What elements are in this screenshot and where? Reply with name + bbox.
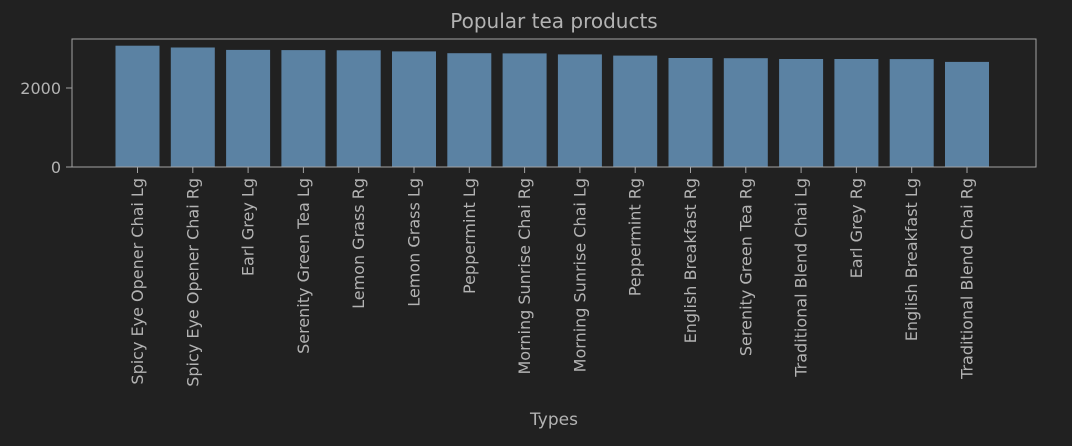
bar-3 (226, 49, 271, 167)
x-tick-label: Spicy Eye Opener Chai Lg (128, 178, 147, 385)
plot-frame (71, 38, 1037, 168)
bar-10 (613, 55, 658, 167)
x-tick-label: Morning Sunrise Chai Lg (570, 178, 589, 372)
bar-2 (170, 47, 215, 167)
x-tick-label: Earl Grey Lg (239, 178, 258, 276)
bar-12 (723, 58, 768, 168)
x-axis-label: Types (529, 410, 578, 430)
y-tick-label: 0 (51, 158, 61, 177)
bar-4 (281, 50, 326, 167)
bar-6 (392, 51, 436, 167)
x-tick-label: Morning Sunrise Chai Rg (515, 178, 534, 375)
x-tick-label: English Breakfast Rg (681, 178, 700, 343)
bar-8 (502, 53, 547, 167)
bar-1 (115, 45, 160, 168)
x-tick-label: Lemon Grass Lg (405, 178, 424, 307)
x-tick-label: English Breakfast Lg (902, 178, 921, 341)
x-axis: Spicy Eye Opener Chai Lg Spicy Eye Opener… (128, 167, 977, 387)
y-axis: 0 2000 (20, 79, 72, 177)
bars-group (115, 45, 989, 168)
bar-11 (668, 58, 713, 167)
y-tick-label: 2000 (20, 79, 61, 98)
x-tick-label: Peppermint Rg (626, 178, 645, 296)
x-tick-label: Earl Grey Rg (847, 178, 866, 278)
bar-5 (336, 50, 381, 167)
chart-title: Popular tea products (450, 9, 657, 33)
bar-7 (447, 53, 492, 168)
x-tick-label: Traditional Blend Chai Lg (792, 178, 811, 378)
bar-13 (779, 59, 824, 167)
x-tick-label: Serenity Green Tea Rg (736, 178, 755, 356)
bar-9 (557, 54, 602, 167)
x-tick-label: Traditional Blend Chai Rg (958, 178, 977, 380)
x-tick-label: Spicy Eye Opener Chai Rg (183, 178, 202, 387)
bar-14 (834, 59, 879, 167)
x-tick-label: Serenity Green Tea Lg (294, 178, 313, 354)
bar-16 (945, 61, 989, 167)
x-tick-label: Peppermint Lg (460, 178, 479, 294)
bar-15 (889, 59, 934, 167)
x-tick-label: Lemon Grass Rg (349, 178, 368, 309)
